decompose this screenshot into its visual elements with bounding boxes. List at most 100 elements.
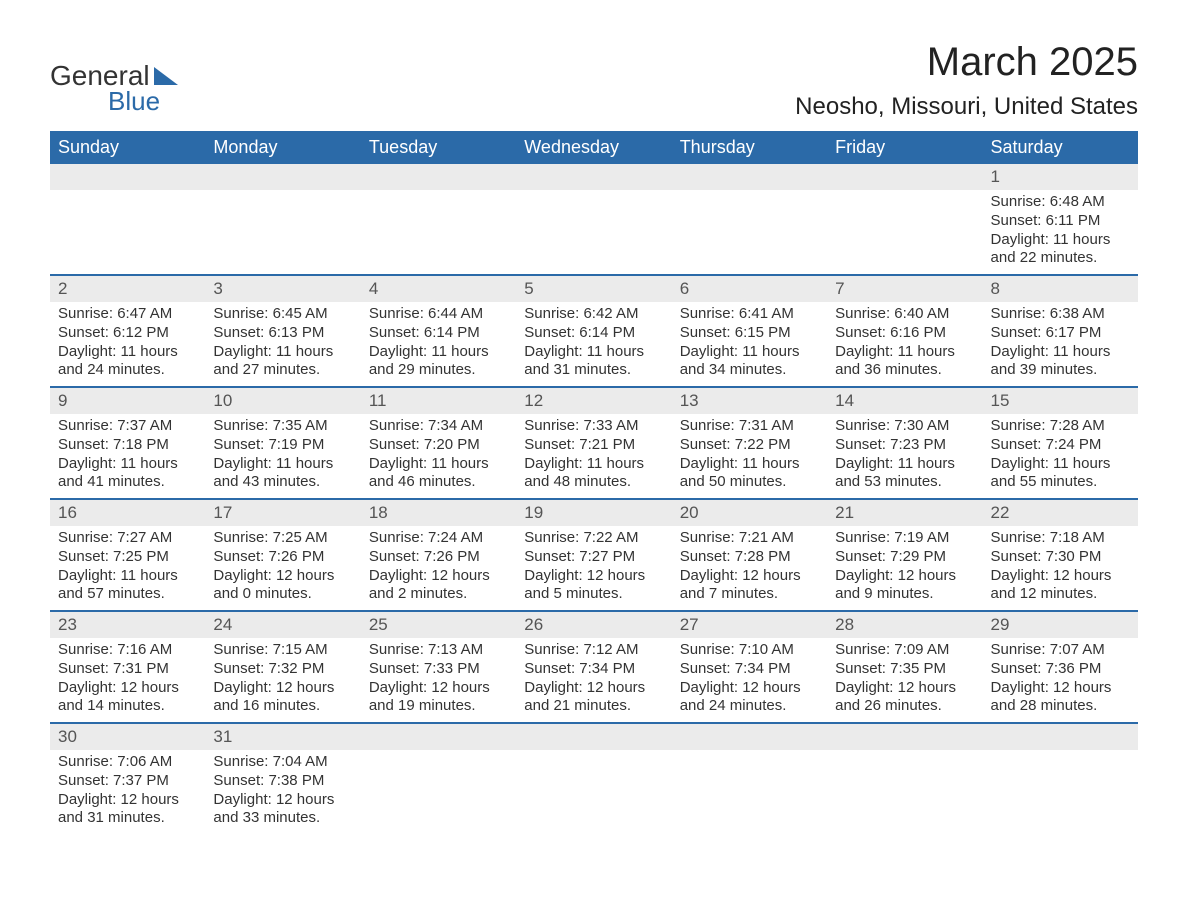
day-number-row: 26 <box>516 612 671 638</box>
day-sunrise: Sunrise: 7:28 AM <box>991 417 1130 436</box>
day-number-row: 23 <box>50 612 205 638</box>
col-monday: Monday <box>205 131 360 164</box>
day-day1: Daylight: 11 hours <box>213 455 352 474</box>
day-day1: Daylight: 11 hours <box>680 343 819 362</box>
calendar-day-cell: 14Sunrise: 7:30 AMSunset: 7:23 PMDayligh… <box>827 387 982 499</box>
day-number-row: 20 <box>672 500 827 526</box>
calendar-week-row: 23Sunrise: 7:16 AMSunset: 7:31 PMDayligh… <box>50 611 1138 723</box>
day-body: Sunrise: 6:41 AMSunset: 6:15 PMDaylight:… <box>672 302 827 386</box>
day-sunset: Sunset: 7:25 PM <box>58 548 197 567</box>
day-sunset: Sunset: 7:34 PM <box>680 660 819 679</box>
day-body: Sunrise: 7:04 AMSunset: 7:38 PMDaylight:… <box>205 750 360 834</box>
day-day1: Daylight: 12 hours <box>58 679 197 698</box>
day-day1: Daylight: 11 hours <box>369 343 508 362</box>
day-body: Sunrise: 7:31 AMSunset: 7:22 PMDaylight:… <box>672 414 827 498</box>
day-sunset: Sunset: 7:35 PM <box>835 660 974 679</box>
day-number-row: 17 <box>205 500 360 526</box>
day-number: 6 <box>672 276 827 302</box>
day-day2: and 55 minutes. <box>991 473 1130 492</box>
day-number: 15 <box>983 388 1138 414</box>
day-day2: and 24 minutes. <box>58 361 197 380</box>
calendar-day-cell: 13Sunrise: 7:31 AMSunset: 7:22 PMDayligh… <box>672 387 827 499</box>
day-sunrise: Sunrise: 7:22 AM <box>524 529 663 548</box>
day-day1: Daylight: 11 hours <box>58 343 197 362</box>
calendar-day-cell: 20Sunrise: 7:21 AMSunset: 7:28 PMDayligh… <box>672 499 827 611</box>
day-number-row: 25 <box>361 612 516 638</box>
calendar-day-cell: 3Sunrise: 6:45 AMSunset: 6:13 PMDaylight… <box>205 275 360 387</box>
day-number-row: 9 <box>50 388 205 414</box>
day-day1: Daylight: 12 hours <box>835 567 974 586</box>
day-number: 18 <box>361 500 516 526</box>
day-day2: and 5 minutes. <box>524 585 663 604</box>
calendar-day-cell: 4Sunrise: 6:44 AMSunset: 6:14 PMDaylight… <box>361 275 516 387</box>
col-wednesday: Wednesday <box>516 131 671 164</box>
day-day2: and 41 minutes. <box>58 473 197 492</box>
col-sunday: Sunday <box>50 131 205 164</box>
day-sunset: Sunset: 7:18 PM <box>58 436 197 455</box>
day-number: 13 <box>672 388 827 414</box>
day-number: 9 <box>50 388 205 414</box>
day-day1: Daylight: 11 hours <box>524 455 663 474</box>
day-day1: Daylight: 12 hours <box>524 679 663 698</box>
day-sunrise: Sunrise: 7:25 AM <box>213 529 352 548</box>
calendar-week-row: 16Sunrise: 7:27 AMSunset: 7:25 PMDayligh… <box>50 499 1138 611</box>
day-day1: Daylight: 11 hours <box>991 455 1130 474</box>
day-number-row: 4 <box>361 276 516 302</box>
day-sunset: Sunset: 7:23 PM <box>835 436 974 455</box>
day-day2: and 36 minutes. <box>835 361 974 380</box>
calendar-day-cell: . <box>516 164 671 275</box>
day-sunset: Sunset: 7:37 PM <box>58 772 197 791</box>
day-body: Sunrise: 7:07 AMSunset: 7:36 PMDaylight:… <box>983 638 1138 722</box>
day-number-row: 16 <box>50 500 205 526</box>
calendar-day-cell: 11Sunrise: 7:34 AMSunset: 7:20 PMDayligh… <box>361 387 516 499</box>
day-number-row: 24 <box>205 612 360 638</box>
day-day2: and 0 minutes. <box>213 585 352 604</box>
day-number-row: 6 <box>672 276 827 302</box>
day-day2: and 14 minutes. <box>58 697 197 716</box>
day-sunrise: Sunrise: 7:34 AM <box>369 417 508 436</box>
day-number: 28 <box>827 612 982 638</box>
day-sunrise: Sunrise: 7:19 AM <box>835 529 974 548</box>
day-number: 10 <box>205 388 360 414</box>
month-title: March 2025 <box>795 40 1138 85</box>
day-body: Sunrise: 7:10 AMSunset: 7:34 PMDaylight:… <box>672 638 827 722</box>
day-number: 17 <box>205 500 360 526</box>
day-day2: and 7 minutes. <box>680 585 819 604</box>
day-sunset: Sunset: 7:24 PM <box>991 436 1130 455</box>
calendar-day-cell: . <box>672 164 827 275</box>
day-day1: Daylight: 12 hours <box>680 567 819 586</box>
day-number-row: 5 <box>516 276 671 302</box>
day-sunrise: Sunrise: 7:24 AM <box>369 529 508 548</box>
day-body: Sunrise: 7:34 AMSunset: 7:20 PMDaylight:… <box>361 414 516 498</box>
col-thursday: Thursday <box>672 131 827 164</box>
calendar-day-cell: 28Sunrise: 7:09 AMSunset: 7:35 PMDayligh… <box>827 611 982 723</box>
day-day1: Daylight: 12 hours <box>213 567 352 586</box>
day-number-row: 15 <box>983 388 1138 414</box>
calendar-week-row: 2Sunrise: 6:47 AMSunset: 6:12 PMDaylight… <box>50 275 1138 387</box>
logo-word-blue: Blue <box>108 86 160 117</box>
brand-logo: General Blue <box>50 60 178 117</box>
day-day1: Daylight: 11 hours <box>991 343 1130 362</box>
day-sunset: Sunset: 7:27 PM <box>524 548 663 567</box>
day-body: Sunrise: 7:16 AMSunset: 7:31 PMDaylight:… <box>50 638 205 722</box>
day-number: 19 <box>516 500 671 526</box>
day-body: Sunrise: 7:21 AMSunset: 7:28 PMDaylight:… <box>672 526 827 610</box>
calendar-day-cell: 26Sunrise: 7:12 AMSunset: 7:34 PMDayligh… <box>516 611 671 723</box>
day-body: Sunrise: 7:13 AMSunset: 7:33 PMDaylight:… <box>361 638 516 722</box>
calendar-week-row: 30Sunrise: 7:06 AMSunset: 7:37 PMDayligh… <box>50 723 1138 834</box>
day-sunrise: Sunrise: 7:35 AM <box>213 417 352 436</box>
calendar-day-cell: . <box>983 723 1138 834</box>
day-body: Sunrise: 7:30 AMSunset: 7:23 PMDaylight:… <box>827 414 982 498</box>
calendar-day-cell: 21Sunrise: 7:19 AMSunset: 7:29 PMDayligh… <box>827 499 982 611</box>
day-number-row: 28 <box>827 612 982 638</box>
day-number: 14 <box>827 388 982 414</box>
day-sunrise: Sunrise: 7:16 AM <box>58 641 197 660</box>
calendar-day-cell: 8Sunrise: 6:38 AMSunset: 6:17 PMDaylight… <box>983 275 1138 387</box>
day-number: 16 <box>50 500 205 526</box>
day-sunrise: Sunrise: 6:42 AM <box>524 305 663 324</box>
day-day2: and 9 minutes. <box>835 585 974 604</box>
day-day1: Daylight: 12 hours <box>213 791 352 810</box>
day-sunrise: Sunrise: 7:12 AM <box>524 641 663 660</box>
day-sunrise: Sunrise: 7:21 AM <box>680 529 819 548</box>
day-number-row: 18 <box>361 500 516 526</box>
